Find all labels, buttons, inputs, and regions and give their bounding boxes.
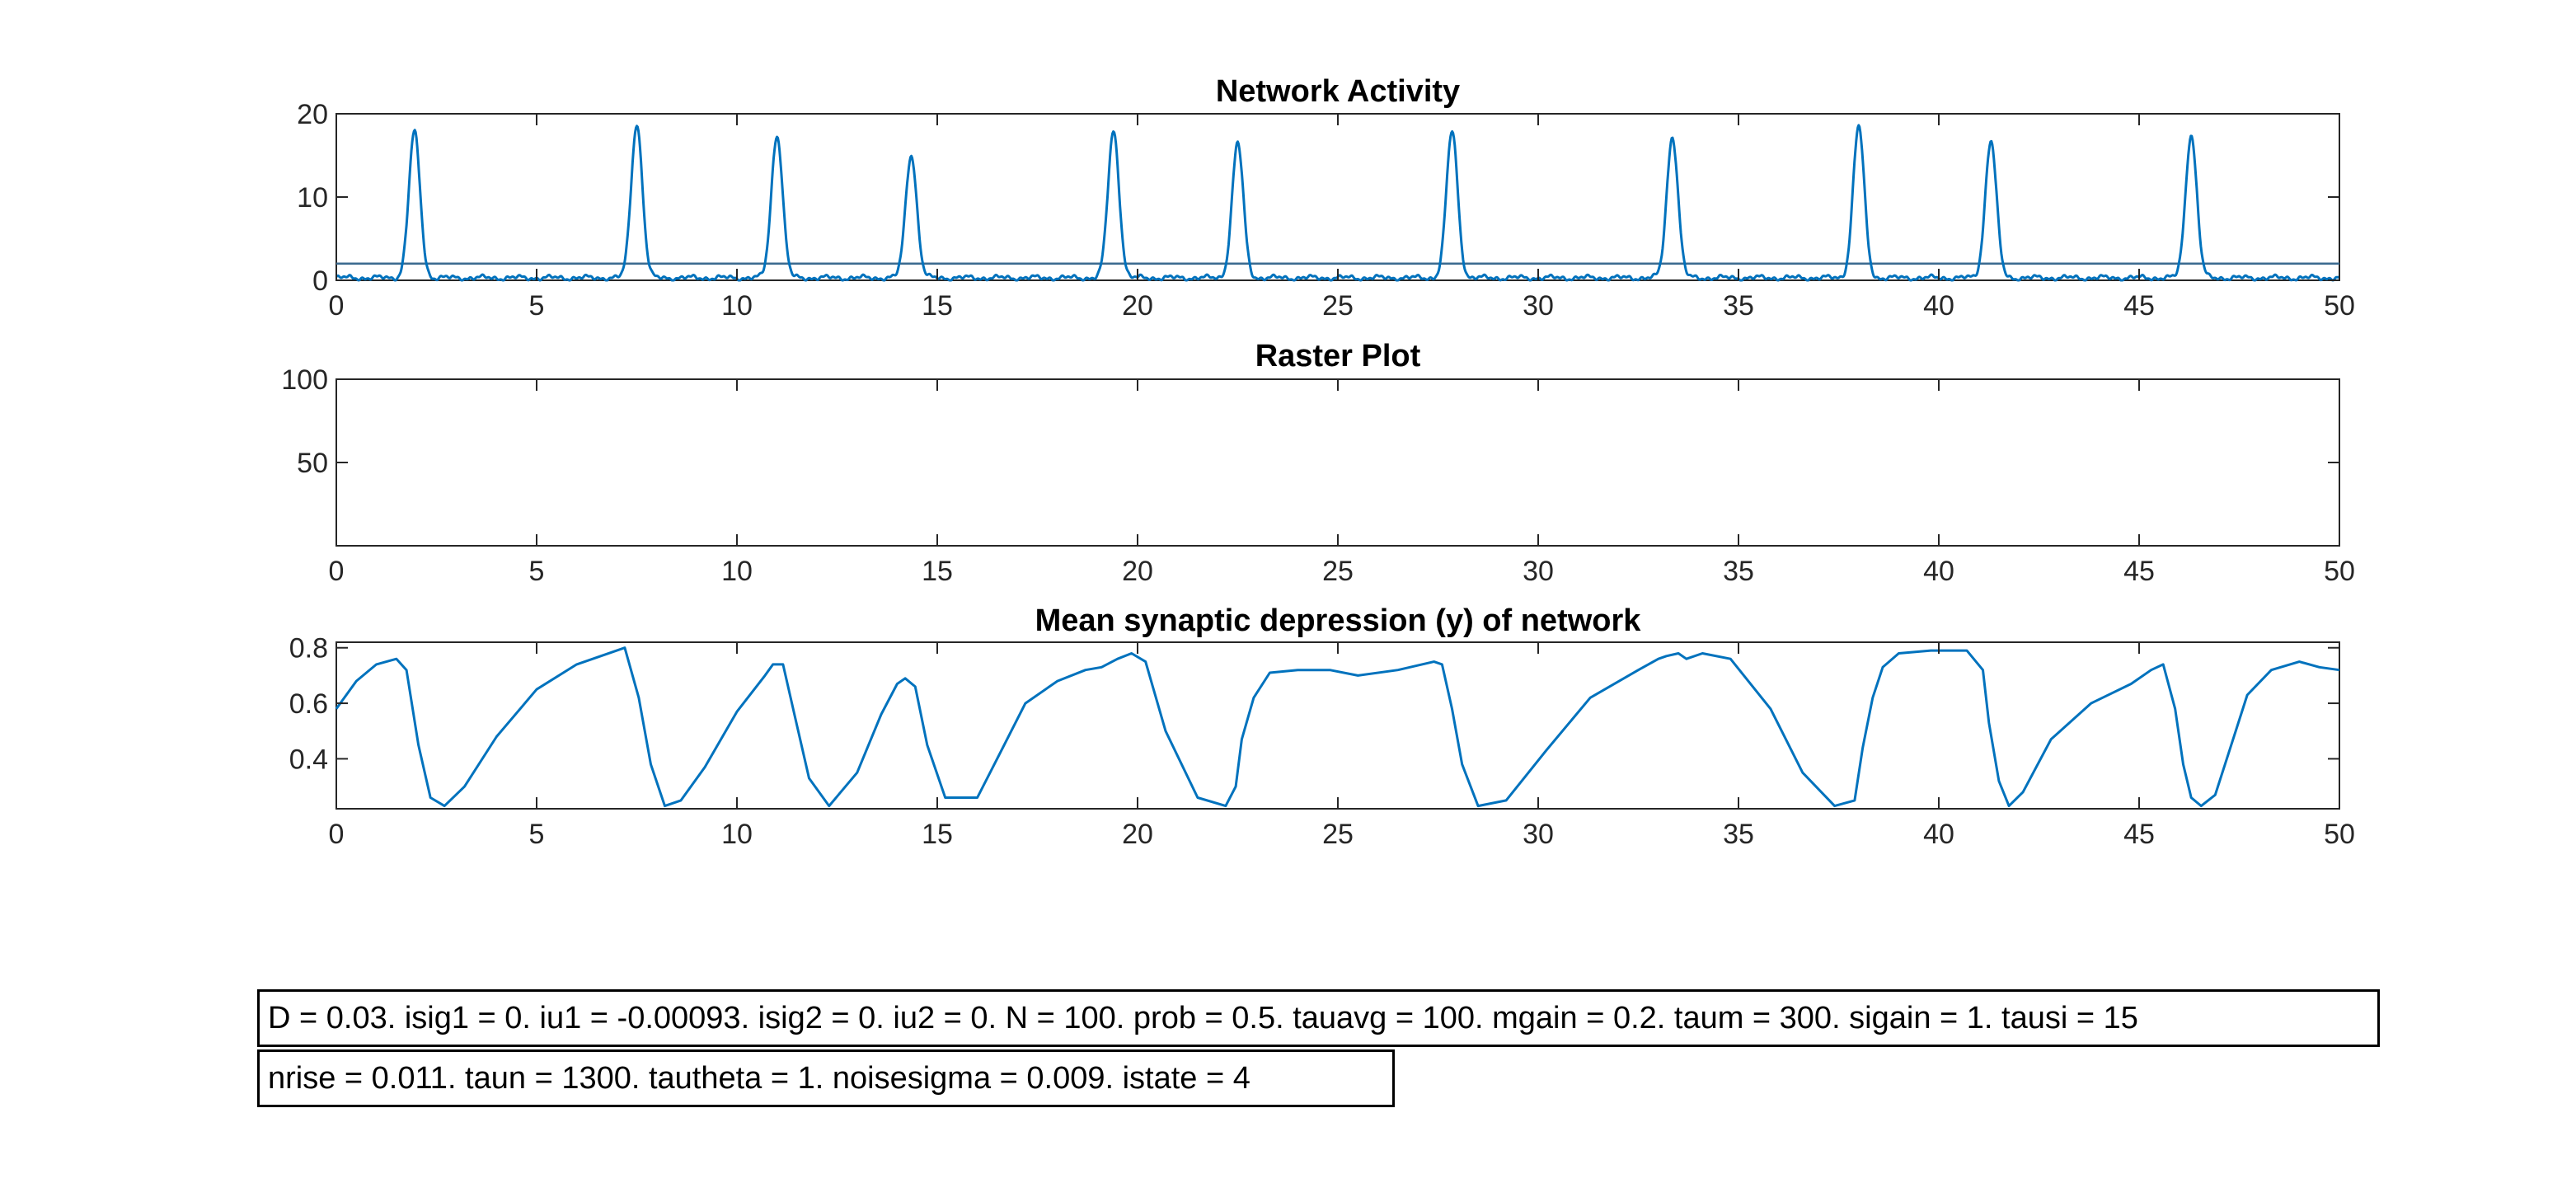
synaptic-depression-title: Mean synaptic depression (y) of network — [1035, 603, 1642, 638]
raster-plot-xtick-label: 10 — [721, 556, 753, 587]
synaptic-depression-xtick-label: 10 — [721, 819, 753, 850]
raster-plot-ytick-label: 100 — [281, 364, 328, 396]
synaptic-depression-ytick-label: 0.6 — [289, 688, 328, 720]
network-activity-ytick-label: 10 — [297, 182, 328, 214]
network-activity-xtick-label: 25 — [1322, 290, 1354, 322]
network-activity-ytick-label: 0 — [312, 265, 328, 297]
raster-plot-xtick-label: 25 — [1322, 556, 1354, 587]
network-activity-xtick-label: 35 — [1723, 290, 1754, 322]
network-activity-xtick-label: 20 — [1122, 290, 1153, 322]
network-activity-axes-box — [335, 113, 2340, 281]
synaptic-depression-xtick-label: 30 — [1523, 819, 1554, 850]
network-activity-xtick-label: 15 — [922, 290, 953, 322]
raster-plot-xtick-label: 30 — [1523, 556, 1554, 587]
network-activity-xtick-label: 0 — [329, 290, 345, 322]
synaptic-depression-xtick-label: 0 — [329, 819, 345, 850]
raster-plot-xtick-label: 20 — [1122, 556, 1153, 587]
raster-plot-xtick-label: 40 — [1923, 556, 1954, 587]
parameter-box-line-2: nrise = 0.011. taun = 1300. tautheta = 1… — [257, 1049, 1395, 1107]
synaptic-depression-xtick-label: 35 — [1723, 819, 1754, 850]
network-activity-panel: Network Activity 0 5 10 15 20 25 30 35 40 45 50 0 1… — [297, 74, 2355, 322]
network-activity-xtick-label: 10 — [721, 290, 753, 322]
synaptic-depression-xtick-label: 40 — [1923, 819, 1954, 850]
raster-plot-panel: Raster Plot 0 5 10 15 20 25 30 35 40 45 50 50 100 — [281, 339, 2355, 587]
network-activity-title: Network Activity — [1216, 74, 1460, 109]
raster-plot-title: Raster Plot — [1255, 339, 1421, 373]
raster-plot-ytick-label: 50 — [297, 448, 328, 479]
synaptic-depression-xtick-label: 25 — [1322, 819, 1354, 850]
raster-plot-xtick-label: 0 — [329, 556, 345, 587]
raster-plot-xtick-label: 45 — [2123, 556, 2155, 587]
raster-plot-xtick-label: 50 — [2324, 556, 2355, 587]
network-activity-xtick-label: 30 — [1523, 290, 1554, 322]
parameter-box-line-1: D = 0.03. isig1 = 0. iu1 = -0.00093. isi… — [257, 989, 2380, 1047]
synaptic-depression-xtick-label: 45 — [2123, 819, 2155, 850]
network-activity-xtick-label: 5 — [529, 290, 545, 322]
network-activity-xtick-label: 50 — [2324, 290, 2355, 322]
synaptic-depression-xtick-label: 5 — [529, 819, 545, 850]
network-activity-xtick-label: 40 — [1923, 290, 1954, 322]
synaptic-depression-panel: Mean synaptic depression (y) of network … — [289, 603, 2355, 850]
synaptic-depression-xtick-label: 20 — [1122, 819, 1153, 850]
raster-plot-axes-box — [335, 378, 2340, 547]
raster-plot-xtick-label: 15 — [922, 556, 953, 587]
synaptic-depression-xtick-label: 50 — [2324, 819, 2355, 850]
synaptic-depression-axes-box — [335, 641, 2340, 810]
raster-plot-xtick-label: 35 — [1723, 556, 1754, 587]
synaptic-depression-ytick-label: 0.4 — [289, 744, 328, 775]
synaptic-depression-series — [335, 646, 2340, 808]
network-activity-xtick-label: 45 — [2123, 290, 2155, 322]
network-activity-series — [335, 124, 2340, 282]
synaptic-depression-xtick-label: 15 — [922, 819, 953, 850]
synaptic-depression-ytick-label: 0.8 — [289, 633, 328, 664]
network-activity-ytick-label: 20 — [297, 99, 328, 130]
raster-plot-xtick-label: 5 — [529, 556, 545, 587]
